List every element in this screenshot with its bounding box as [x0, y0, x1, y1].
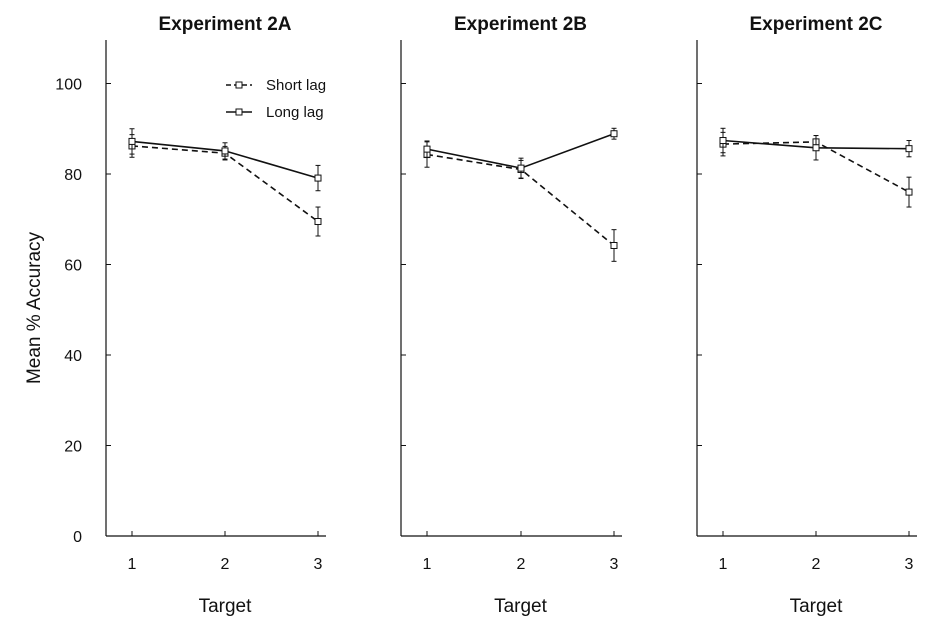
y-tick-label: 100 — [55, 77, 82, 94]
panel-title: Experiment 2C — [749, 14, 882, 35]
data-point — [610, 241, 618, 249]
panel-title: Experiment 2A — [158, 14, 291, 35]
x-axis-label: Target — [199, 596, 253, 617]
legend-marker — [235, 81, 243, 89]
y-tick-label: 0 — [73, 529, 82, 546]
y-tick-label: 20 — [64, 439, 82, 456]
data-point — [812, 144, 820, 152]
x-tick-label: 2 — [812, 556, 821, 573]
x-tick-label: 3 — [314, 556, 323, 573]
data-point — [610, 130, 618, 138]
legend-label: Long lag — [266, 104, 324, 121]
y-tick-label: 60 — [64, 258, 82, 275]
legend-label: Short lag — [266, 77, 326, 94]
x-axis-label: Target — [790, 596, 844, 617]
x-tick-label: 2 — [221, 556, 230, 573]
data-point — [517, 164, 525, 172]
data-point — [905, 188, 913, 196]
y-tick-label: 80 — [64, 167, 82, 184]
x-tick-label: 1 — [423, 556, 432, 573]
data-point — [314, 218, 322, 226]
y-tick-label: 40 — [64, 348, 82, 365]
data-point — [221, 147, 229, 155]
x-tick-label: 1 — [719, 556, 728, 573]
data-point — [423, 145, 431, 153]
data-point — [719, 137, 727, 145]
panel-title: Experiment 2B — [454, 14, 587, 35]
data-point — [314, 174, 322, 182]
legend-marker — [235, 108, 243, 116]
y-axis-label: Mean % Accuracy — [24, 231, 45, 384]
data-point — [905, 145, 913, 153]
x-tick-label: 2 — [517, 556, 526, 573]
x-axis-label: Target — [494, 596, 548, 617]
x-tick-label: 1 — [128, 556, 137, 573]
x-tick-label: 3 — [905, 556, 914, 573]
data-point — [128, 137, 136, 145]
x-tick-label: 3 — [610, 556, 619, 573]
